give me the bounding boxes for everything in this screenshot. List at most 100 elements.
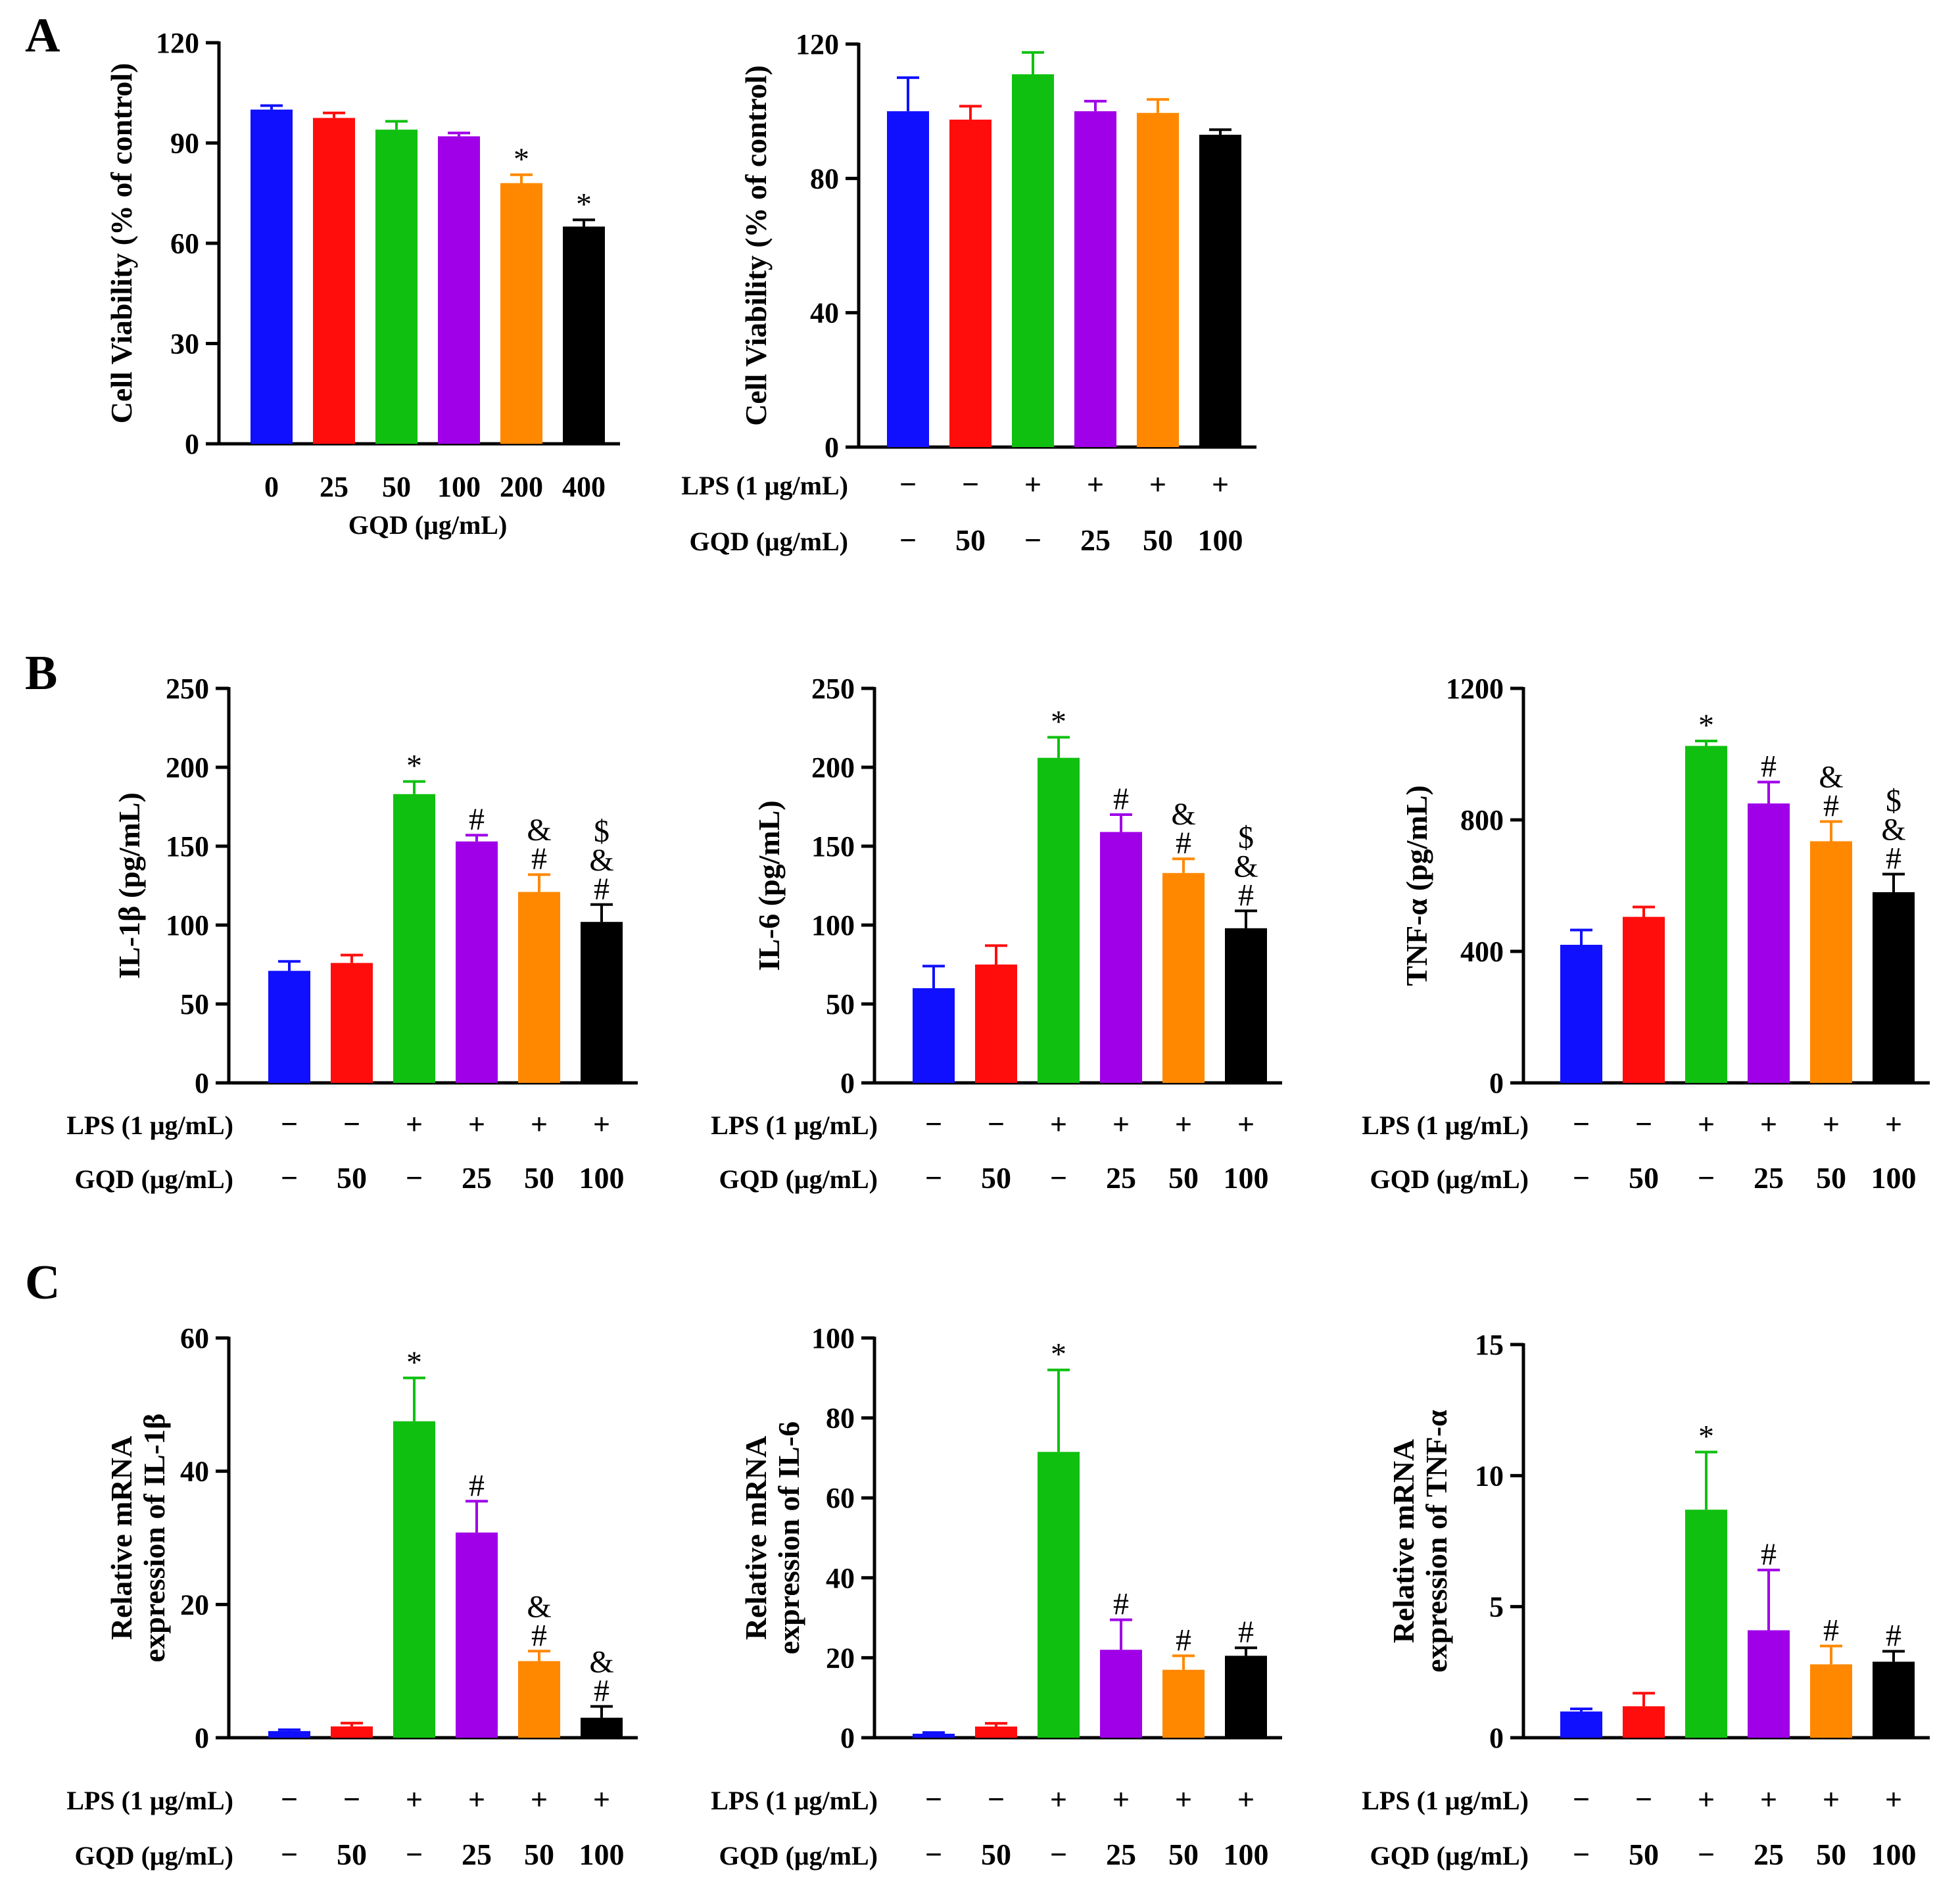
- condition-value: −: [1635, 1107, 1652, 1141]
- condition-value: +: [1760, 1782, 1777, 1816]
- significance-mark: *: [406, 1345, 422, 1380]
- condition-value: −: [962, 467, 979, 501]
- bar-b3-1: [1623, 917, 1665, 1083]
- condition-value: −: [1024, 523, 1041, 557]
- bar-c3-5: [1873, 1661, 1915, 1738]
- chart-a1: 0 30 60 90 120 Cell Viability (% of control) 0…: [105, 27, 620, 540]
- x-tick-label: 25: [320, 471, 348, 503]
- x-tick-label: 50: [382, 471, 411, 503]
- bar-c1-0: [268, 1730, 310, 1738]
- y-tick-label: 15: [1475, 1329, 1504, 1361]
- x-tick-label: 100: [437, 471, 481, 503]
- bar-a1-1: [313, 118, 355, 444]
- bar-c1-4: [518, 1661, 560, 1738]
- condition-value: 50: [524, 1161, 554, 1195]
- significance-mark: &: [1171, 797, 1195, 832]
- panel-letter-c: C: [25, 1256, 60, 1310]
- significance-mark: #: [594, 872, 610, 907]
- condition-value: +: [1024, 467, 1041, 501]
- significance-mark: &: [1881, 813, 1905, 847]
- condition-value: 25: [1754, 1838, 1784, 1871]
- bar-c1-3: [456, 1532, 498, 1738]
- y-tick-label: 120: [796, 28, 839, 60]
- y-tick-label: 400: [1460, 936, 1504, 968]
- condition-value: 100: [1224, 1838, 1269, 1871]
- chart-b2: 0 50 100 150 200 250 IL-6 (pg/mL) − − − 50 * + − # +25 #…: [711, 673, 1282, 1195]
- significance-mark: *: [1051, 1337, 1066, 1372]
- bar-b1-0: [268, 970, 310, 1083]
- condition-row-label: GQD (μg/mL): [1370, 1164, 1529, 1194]
- condition-value: +: [1149, 467, 1166, 501]
- condition-value: −: [899, 523, 917, 557]
- bar-a2-4: [1137, 112, 1179, 448]
- condition-value: −: [281, 1161, 298, 1195]
- y-axis-title: IL-6 (pg/mL): [752, 800, 786, 970]
- condition-value: 100: [1198, 523, 1243, 557]
- bar-a2-3: [1074, 111, 1116, 447]
- condition-row-label: GQD (μg/mL): [74, 1841, 233, 1871]
- condition-row-label: GQD (μg/mL): [1370, 1841, 1529, 1871]
- significance-mark: #: [1176, 826, 1191, 861]
- bar-c1-2: [393, 1421, 435, 1738]
- condition-value: 25: [462, 1838, 492, 1871]
- significance-mark: #: [1823, 789, 1839, 824]
- significance-mark: *: [1698, 1419, 1714, 1454]
- condition-value: 25: [1080, 523, 1111, 557]
- bar-b1-4: [518, 892, 560, 1083]
- condition-value: −: [925, 1782, 942, 1816]
- y-tick-label: 50: [180, 988, 209, 1020]
- bar-b1-5: [581, 922, 623, 1083]
- condition-value: +: [593, 1107, 610, 1141]
- bar-a1-4: [500, 183, 542, 444]
- condition-row-label: LPS (1 μg/mL): [1362, 1786, 1529, 1815]
- y-axis-title: IL-1β (pg/mL): [112, 792, 146, 979]
- significance-mark: *: [1698, 708, 1714, 743]
- bar-a1-3: [438, 136, 480, 444]
- bar-a2-0: [887, 111, 929, 447]
- condition-value: −: [1635, 1782, 1652, 1816]
- significance-mark: $: [1238, 820, 1254, 855]
- y-tick-label: 1200: [1446, 673, 1504, 705]
- y-tick-label: 0: [1489, 1722, 1504, 1754]
- y-tick-label: 100: [166, 909, 209, 942]
- bar-a1-5: [563, 226, 605, 444]
- condition-value: +: [1760, 1107, 1777, 1141]
- condition-value: 100: [1871, 1161, 1917, 1195]
- y-tick-label: 80: [826, 1402, 855, 1435]
- condition-value: −: [925, 1107, 942, 1141]
- condition-value: +: [1050, 1107, 1067, 1141]
- condition-value: 25: [1106, 1838, 1136, 1871]
- condition-value: +: [1823, 1782, 1840, 1816]
- y-tick-label: 90: [170, 128, 199, 160]
- bar-b3-5: [1873, 892, 1915, 1083]
- condition-value: −: [281, 1107, 298, 1141]
- significance-mark: *: [576, 187, 592, 222]
- significance-mark: #: [594, 1673, 610, 1708]
- x-tick-label: 200: [500, 471, 543, 503]
- bar-c3-0: [1560, 1711, 1602, 1738]
- y-tick-label: 40: [810, 297, 839, 329]
- y-tick-label: 0: [1489, 1067, 1504, 1099]
- condition-value: +: [1175, 1107, 1192, 1141]
- y-tick-label: 0: [185, 428, 199, 460]
- y-tick-label: 0: [825, 431, 839, 464]
- chart-c1: 0 20 40 60 Relative mRNAexpression of IL-1β −…: [66, 1322, 638, 1871]
- bar-a2-5: [1199, 134, 1241, 448]
- condition-value: −: [1573, 1782, 1590, 1816]
- bar-c2-0: [913, 1733, 955, 1738]
- x-axis-title: GQD (μg/mL): [348, 510, 508, 540]
- condition-value: 25: [1106, 1161, 1136, 1195]
- condition-value: 100: [579, 1838, 625, 1871]
- condition-row-label: LPS (1 μg/mL): [711, 1110, 878, 1140]
- significance-mark: #: [1886, 842, 1901, 876]
- significance-mark: &: [589, 843, 613, 878]
- condition-value: −: [1050, 1838, 1067, 1871]
- y-tick-label: 250: [166, 673, 209, 705]
- condition-value: 50: [1629, 1161, 1659, 1195]
- significance-mark: #: [531, 842, 547, 876]
- condition-value: +: [1112, 1107, 1130, 1141]
- condition-value: 50: [1816, 1161, 1846, 1195]
- significance-mark: #: [1823, 1613, 1839, 1648]
